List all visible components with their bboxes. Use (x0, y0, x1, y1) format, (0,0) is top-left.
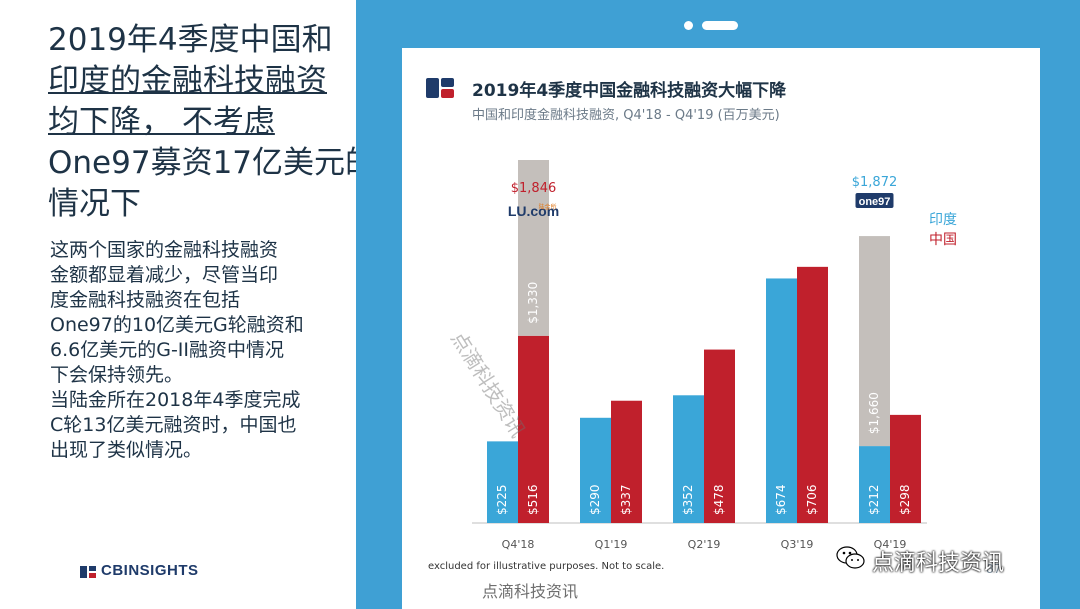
headline-line-5: 情况下 (48, 186, 141, 222)
body-line: 度金融科技融资在包括 (50, 289, 241, 311)
bar-value-label: $674 (774, 484, 788, 515)
bar-india (487, 441, 518, 523)
page-number: 87 (986, 562, 1002, 576)
cbinsights-logo: CBINSIGHTS (80, 562, 199, 579)
bar-china (611, 400, 642, 523)
cbinsights-logo-text: CBINSIGHTS (101, 562, 199, 579)
bar-value-label: $478 (712, 484, 726, 515)
watermark-bottom: 点滴科技资讯 (482, 582, 579, 601)
headline-line-1: 2019年4季度中国和 (48, 22, 333, 58)
wechat-icon (836, 545, 866, 577)
cbinsights-logo-icon (80, 565, 96, 578)
bar-india (580, 417, 611, 523)
excluded-bar-segment (859, 236, 890, 447)
body-line: C轮13亿美元融资时，中国也 (50, 414, 297, 436)
headline-line-3: 均下降， 不考虑 (48, 104, 275, 140)
one97-logo-badge (855, 193, 894, 208)
chart-title: 2019年4季度中国金融科技融资大幅下降 (472, 81, 787, 101)
bar-chart: $225 $516 Q4'18 $290 $337 Q1'19 $352 $478 Q2'19 $… (472, 160, 957, 551)
bar-india (673, 395, 704, 523)
bar-value-label: $298 (898, 484, 912, 515)
lu-com-logo-sub: 陆金所 (538, 203, 556, 211)
bar-india (766, 278, 797, 523)
bar-value-label: $337 (619, 484, 633, 515)
one97-logo-text: one97 (859, 196, 891, 208)
x-tick-label: Q3'19 (781, 538, 814, 551)
bar-china (890, 414, 921, 523)
body-text: 这两个国家的金融科技融资 金额都显着减少，尽管当印 度金融科技融资在包括 One… (50, 238, 340, 463)
bar-value-label: $225 (495, 484, 509, 515)
headline: 2019年4季度中国和 印度的金融科技融资 均下降， 不考虑 One97募资17… (48, 20, 377, 225)
bar-china (704, 349, 735, 523)
bar-india (859, 446, 890, 523)
excluded-value-label: $1,330 (526, 282, 540, 324)
body-line: 这两个国家的金融科技融资 (50, 239, 279, 261)
legend-india: 印度 (929, 212, 957, 228)
headline-line-2: 印度的金融科技融资 (48, 63, 327, 99)
headline-line-4: One97募资17亿美元的 (48, 145, 377, 181)
chart-footnote: excluded for illustrative purposes. Not … (428, 561, 665, 572)
cbinsights-chart-icon (426, 78, 454, 98)
bar-value-label: $706 (805, 484, 819, 515)
body-line: One97的10亿美元G轮融资和 (50, 314, 304, 336)
tablet-camera (684, 21, 693, 30)
wechat-label: 点滴科技资讯 (872, 551, 1005, 576)
body-line: 出现了类似情况。 (50, 439, 203, 461)
x-tick-label: Q4'18 (502, 538, 535, 551)
bar-china (797, 266, 828, 523)
total-value-label: $1,872 (852, 175, 898, 190)
body-line: 6.6亿美元的G-II融资中情况 (50, 339, 285, 361)
lu-com-logo: LU.com (508, 203, 559, 219)
x-tick-label: Q2'19 (688, 538, 721, 551)
tablet-speaker (702, 21, 738, 30)
chart-subtitle: 中国和印度金融科技融资, Q4'18 - Q4'19 (百万美元) (472, 108, 780, 123)
bar-value-label: $290 (588, 484, 602, 515)
wechat-watermark: 点滴科技资讯 (836, 545, 1004, 577)
left-text-panel: 2019年4季度中国和 印度的金融科技融资 均下降， 不考虑 One97募资17… (0, 0, 377, 609)
x-tick-label: Q1'19 (595, 538, 628, 551)
legend-china: 中国 (929, 232, 957, 248)
bar-china (518, 335, 549, 523)
x-tick-label: Q4'19 (874, 538, 907, 551)
excluded-bar-segment (518, 160, 549, 336)
bar-value-label: $352 (681, 484, 695, 515)
body-line: 下会保持领先。 (50, 364, 184, 386)
bar-value-label: $516 (526, 484, 540, 515)
excluded-value-label: $1,660 (867, 392, 881, 434)
body-line: 当陆金所在2018年4季度完成 (50, 389, 301, 411)
body-line: 金额都显着减少，尽管当印 (50, 264, 279, 286)
total-value-label: $1,846 (511, 181, 557, 196)
bar-value-label: $212 (867, 484, 881, 515)
